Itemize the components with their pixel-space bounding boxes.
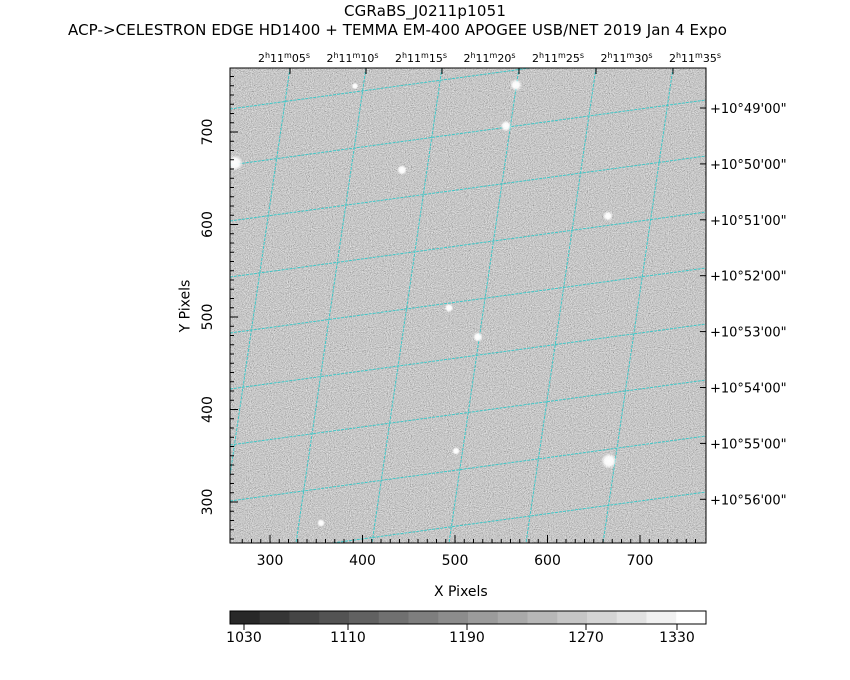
colorbar-step xyxy=(378,611,409,624)
ra-tick-label: 2h11m20s xyxy=(463,51,515,66)
y-tick-label: 700 xyxy=(200,119,216,146)
dec-grid-line xyxy=(230,155,706,222)
star xyxy=(473,332,483,342)
star xyxy=(510,79,522,91)
stars xyxy=(230,79,617,527)
colorbar-step xyxy=(349,611,380,624)
ra-grid-line xyxy=(295,68,367,543)
star xyxy=(397,165,407,175)
y-tick-label: 500 xyxy=(200,304,216,331)
colorbar-step xyxy=(408,611,439,624)
ra-grid-line xyxy=(525,68,597,543)
ra-tick-label: 2h11m35s xyxy=(669,51,721,66)
colorbar-label: 1190 xyxy=(449,630,485,646)
dec-tick-label: +10°55'00" xyxy=(710,437,787,452)
dec-grid-line xyxy=(230,435,706,502)
colorbar-step xyxy=(289,611,320,624)
dec-tick-label: +10°50'00" xyxy=(710,158,787,173)
star xyxy=(452,447,460,455)
ra-axis-ticks: 2h11m05s 2h11m10s 2h11m15s 2h11m20s 2h11m25s… xyxy=(258,51,721,74)
x-tick-label: 600 xyxy=(534,553,561,569)
image-title: CGRaBS_J0211p1051 xyxy=(343,2,507,20)
colorbar-label: 1030 xyxy=(226,630,262,646)
dec-tick-label: +10°56'00" xyxy=(710,493,787,508)
x-axis-label: X Pixels xyxy=(434,584,488,600)
colorbar-step xyxy=(438,611,469,624)
y-tick-label: 300 xyxy=(200,489,216,516)
colorbar xyxy=(229,610,707,630)
colorbar-step xyxy=(497,611,528,624)
instrument-subtitle: ACP->CELESTRON EDGE HD1400 + TEMMA EM-40… xyxy=(68,21,727,39)
ra-tick-label: 2h11m30s xyxy=(600,51,652,66)
colorbar-step xyxy=(587,611,618,624)
colorbar-label: 1330 xyxy=(659,630,695,646)
star xyxy=(603,211,613,221)
dec-grid-line xyxy=(230,68,534,110)
ra-grid-line xyxy=(448,68,520,543)
star xyxy=(444,303,454,313)
dec-grid-line xyxy=(230,323,706,390)
dec-grid-line xyxy=(230,379,706,446)
x-tick-label: 700 xyxy=(627,553,654,569)
ra-tick-label: 2h11m15s xyxy=(395,51,447,66)
colorbar-step xyxy=(616,611,647,624)
star xyxy=(317,519,325,527)
x-axis-ticks: 300 400 500 600 700 xyxy=(241,535,696,569)
wcs-grid xyxy=(230,68,706,543)
y-tick-label: 400 xyxy=(200,396,216,423)
dec-grid-line xyxy=(230,99,706,166)
star xyxy=(230,155,243,171)
ra-grid-line xyxy=(371,68,443,543)
ra-grid-line xyxy=(230,68,291,479)
dec-tick-label: +10°52'00" xyxy=(710,270,787,285)
y-axis-ticks: 300 400 500 600 700 xyxy=(200,76,238,540)
plot-frame xyxy=(229,67,707,544)
colorbar-step xyxy=(468,611,499,624)
dec-axis-ticks: +10°49'00" +10°50'00" +10°51'00" +10°52'00"… xyxy=(700,102,787,508)
star xyxy=(601,453,617,469)
dec-tick-label: +10°51'00" xyxy=(710,214,787,229)
dec-tick-label: +10°49'00" xyxy=(710,102,787,117)
colorbar-step xyxy=(676,611,707,624)
colorbar-label: 1110 xyxy=(330,630,366,646)
dec-tick-label: +10°54'00" xyxy=(710,382,787,397)
colorbar-frame xyxy=(229,610,707,625)
x-tick-label: 400 xyxy=(349,553,376,569)
x-tick-label: 300 xyxy=(257,553,284,569)
dec-tick-label: +10°53'00" xyxy=(710,326,787,341)
colorbar-step xyxy=(557,611,588,624)
ra-tick-label: 2h11m25s xyxy=(532,51,584,66)
dec-grid-line xyxy=(230,211,706,278)
sky-image-noise xyxy=(230,68,706,543)
dec-grid-line xyxy=(328,491,706,543)
y-tick-label: 600 xyxy=(200,211,216,238)
colorbar-step xyxy=(646,611,677,624)
ra-tick-label: 2h11m05s xyxy=(258,51,310,66)
colorbar-step xyxy=(527,611,558,624)
x-tick-label: 500 xyxy=(442,553,469,569)
star xyxy=(500,120,512,132)
star xyxy=(351,82,359,90)
y-axis-label: Y Pixels xyxy=(177,279,194,333)
colorbar-step xyxy=(319,611,350,624)
colorbar-label: 1270 xyxy=(568,630,604,646)
colorbar-step xyxy=(259,611,290,624)
dec-grid-line xyxy=(230,267,706,334)
ra-tick-label: 2h11m10s xyxy=(326,51,378,66)
colorbar-step xyxy=(230,611,261,624)
